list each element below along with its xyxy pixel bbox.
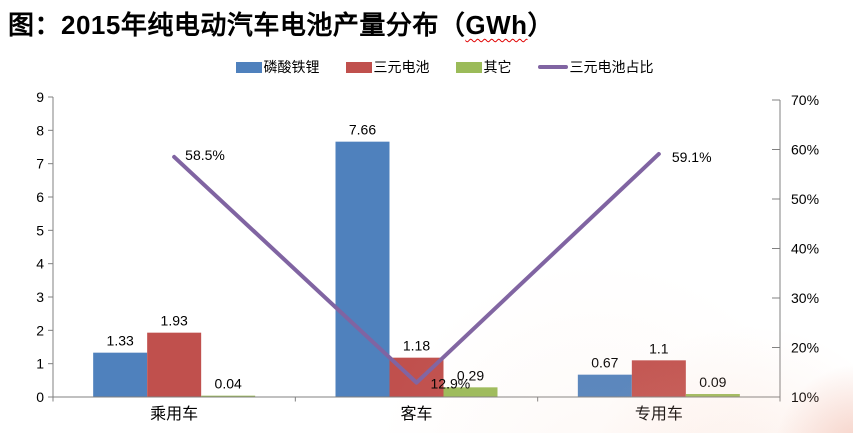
bar-label: 7.66 xyxy=(349,122,376,138)
right-axis-tick-label: 50% xyxy=(791,191,819,207)
bar-label: 1.18 xyxy=(403,338,430,354)
legend-swatch-other xyxy=(455,61,482,73)
bar-label: 1.1 xyxy=(649,340,669,356)
line-point-label: 59.1% xyxy=(672,149,712,165)
left-axis-tick-label: 9 xyxy=(36,89,44,105)
bar-磷酸铁锂-专用车 xyxy=(577,374,632,397)
legend-item-lfp: 磷酸铁锂 xyxy=(235,57,320,77)
left-axis-tick-label: 7 xyxy=(36,156,44,172)
left-axis-tick-label: 8 xyxy=(36,122,44,138)
right-axis-tick-label: 30% xyxy=(791,290,819,306)
bar-磷酸铁锂-客车 xyxy=(335,141,390,397)
bar-label: 1.33 xyxy=(107,333,134,349)
right-axis-tick-label: 70% xyxy=(791,92,819,108)
left-axis-tick-label: 0 xyxy=(36,389,44,405)
right-axis-tick-label: 60% xyxy=(791,142,819,158)
bar-label: 1.93 xyxy=(161,313,188,329)
chart-title-close-paren: ） xyxy=(527,10,555,40)
bar-label: 0.29 xyxy=(457,367,484,383)
legend-swatch-ternary xyxy=(345,61,372,73)
legend-label-other: 其它 xyxy=(483,59,512,75)
chart-title: 图：2015年纯电动汽车电池产量分布（GWh） xyxy=(8,5,554,42)
legend-swatch-lfp xyxy=(235,61,262,73)
chart-title-unit: GWh xyxy=(465,10,528,40)
legend-label-ternary-share: 三元电池占比 xyxy=(569,59,654,75)
bar-三元电池-乘用车 xyxy=(147,332,202,397)
right-axis-tick-label: 40% xyxy=(791,241,819,257)
left-axis-tick-label: 5 xyxy=(36,222,44,238)
legend-item-ternary-share: 三元电池占比 xyxy=(537,57,654,77)
line-point-label: 12.9% xyxy=(431,376,471,392)
left-axis-tick-label: 2 xyxy=(36,322,44,338)
right-axis-tick-label: 20% xyxy=(791,340,819,356)
left-axis-tick-label: 6 xyxy=(36,189,44,205)
bar-label: 0.04 xyxy=(215,376,242,392)
right-axis-tick-label: 10% xyxy=(791,389,819,405)
bar-其它-专用车 xyxy=(685,394,740,397)
category-label: 客车 xyxy=(400,405,432,423)
left-axis-tick-label: 1 xyxy=(36,356,44,372)
line-point-label: 58.5% xyxy=(185,147,225,163)
left-axis-tick-label: 3 xyxy=(36,289,44,305)
legend-item-other: 其它 xyxy=(455,57,512,77)
bar-其它-客车 xyxy=(443,387,498,397)
legend-line-swatch xyxy=(537,65,568,69)
chart-title-text: 图：2015年纯电动汽车电池产量分布（ xyxy=(8,10,466,40)
bar-label: 0.09 xyxy=(699,374,726,390)
legend-label-ternary: 三元电池 xyxy=(373,59,430,75)
legend-item-ternary: 三元电池 xyxy=(345,57,430,77)
trend-line-ternary-share xyxy=(172,151,661,385)
bar-磷酸铁锂-乘用车 xyxy=(93,352,148,397)
bar-其它-乘用车 xyxy=(201,395,256,397)
legend-label-lfp: 磷酸铁锂 xyxy=(263,59,320,75)
category-label: 乘用车 xyxy=(150,405,198,423)
left-axis-tick-label: 4 xyxy=(36,256,44,272)
bar-三元电池-专用车 xyxy=(631,360,686,397)
bar-label: 0.67 xyxy=(591,355,618,371)
category-label: 专用车 xyxy=(635,405,683,423)
legend: 磷酸铁锂 三元电池 其它 三元电池占比 xyxy=(18,57,853,77)
